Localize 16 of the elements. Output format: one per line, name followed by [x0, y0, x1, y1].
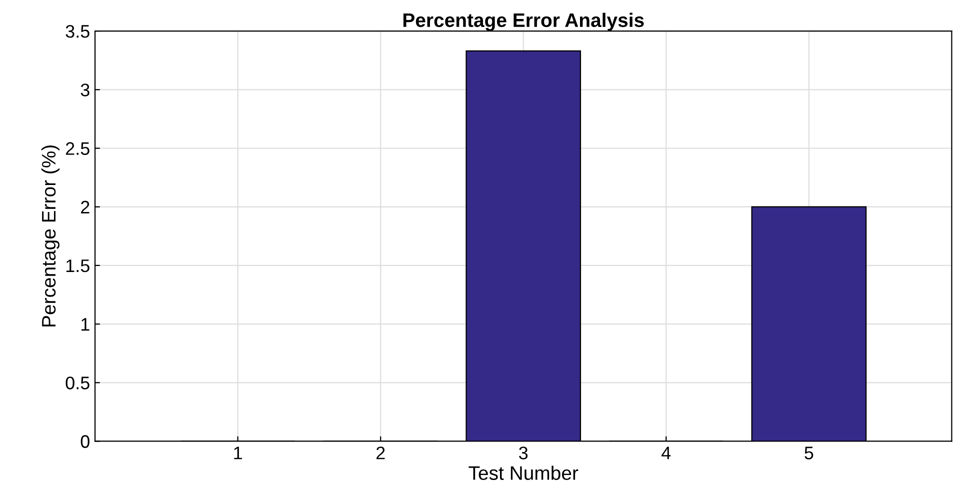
y-tick-label: 0.5: [66, 376, 90, 390]
x-tick-label: 3: [519, 446, 528, 460]
y-tick-label: 2.5: [66, 142, 90, 155]
y-tick-label: 0: [80, 435, 90, 448]
y-tick-label: 2: [81, 200, 90, 214]
y-axis-title: Percentage Error (%): [41, 145, 60, 326]
x-tick-label: 1: [234, 446, 242, 460]
x-tick-label: 2: [376, 446, 385, 460]
y-tick-label: 1: [81, 318, 90, 331]
y-tick-label: 3.5: [66, 24, 90, 38]
chart-title: Percentage Error Analysis: [403, 12, 644, 32]
y-tick-label: 3: [80, 84, 90, 96]
x-tick-label: 4: [662, 446, 671, 460]
y-tick-label: 1.5: [66, 260, 90, 272]
x-tick-label: 5: [804, 446, 814, 460]
x-axis-title: Test Number: [468, 466, 578, 480]
